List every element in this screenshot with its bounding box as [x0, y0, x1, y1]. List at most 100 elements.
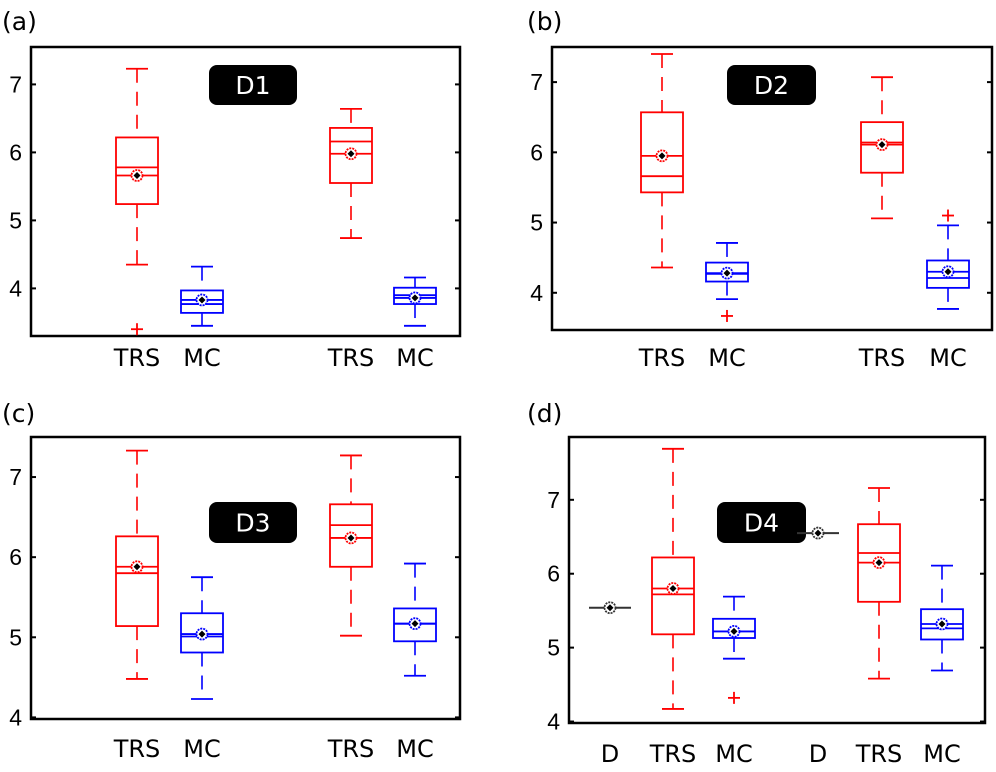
box-mc [393, 276, 437, 327]
plot-frame [29, 435, 462, 721]
mean-marker-dot [198, 296, 206, 304]
mean-marker-dot [814, 529, 822, 537]
box-trs [115, 67, 159, 336]
outlier-marker [728, 691, 740, 704]
y-tick-label: 4 [9, 704, 22, 730]
x-tick-label: MC [923, 740, 960, 768]
mean-marker-dot [133, 563, 141, 571]
iqr-box [712, 617, 756, 639]
panel-d3: (c) 4 5 6 7 D3 TRS MC TRS MC [2, 399, 462, 763]
x-tick-label: MC [396, 735, 433, 763]
dataset-badge-label: D2 [754, 71, 789, 100]
box-mc [712, 595, 756, 704]
x-tick-label: MC [183, 735, 220, 763]
y-tick-label: 5 [547, 635, 560, 661]
y-tick-label: 6 [530, 139, 543, 165]
y-tick-label: 5 [530, 210, 543, 236]
panel-label: (d) [527, 399, 562, 428]
y-tick-label: 4 [547, 709, 560, 735]
dataset-badge [209, 502, 297, 543]
x-tick-label: D [809, 740, 827, 768]
y-tick-label: 4 [530, 280, 543, 306]
iqr-box [115, 535, 159, 627]
y-tick-label: 6 [547, 561, 560, 587]
panel-d2: (b) 4 5 6 7 D2 TRS MC TRS MC [527, 7, 994, 372]
x-tick-label: MC [929, 344, 966, 372]
dataset-badge [727, 65, 816, 105]
plot-frame [550, 45, 994, 332]
mean-marker-dot [347, 534, 355, 542]
y-tick-label: 5 [9, 624, 22, 650]
mean-marker-dot [938, 620, 946, 628]
x-tick-label: MC [715, 740, 752, 768]
iqr-box [640, 111, 684, 194]
box-d [589, 601, 631, 615]
x-tick-label: MC [396, 344, 433, 372]
box-mc [180, 576, 224, 700]
panel-label: (c) [2, 399, 35, 428]
box-mc [180, 265, 224, 327]
iqr-box [180, 612, 224, 654]
x-tick-label: MC [708, 344, 745, 372]
mean-marker-dot [606, 604, 614, 612]
dataset-badge [717, 502, 806, 543]
mean-marker-dot [347, 150, 355, 158]
mean-marker-dot [878, 141, 886, 149]
iqr-box [651, 556, 695, 636]
y-tick-label: 7 [9, 464, 22, 490]
x-tick-label: D [601, 740, 619, 768]
iqr-box [180, 289, 224, 314]
x-tick-label: TRS [649, 740, 697, 768]
mean-marker-dot [411, 620, 419, 628]
box-trs [115, 449, 159, 680]
dataset-badge [209, 65, 297, 105]
mean-marker-dot [198, 630, 206, 638]
panel-label: (b) [527, 7, 562, 36]
panel-label: (a) [2, 7, 37, 36]
outlier-marker [942, 209, 954, 222]
mean-marker-dot [723, 269, 731, 277]
y-tick-label: 6 [9, 139, 22, 165]
box-trs [860, 76, 904, 220]
iqr-box [393, 607, 437, 643]
box-trs [329, 454, 373, 637]
dataset-badge-label: D4 [744, 509, 779, 538]
x-tick-label: TRS [113, 735, 161, 763]
box-mc [926, 209, 970, 310]
y-tick-label: 5 [9, 207, 22, 233]
box-d [797, 526, 839, 540]
iqr-box [329, 127, 373, 184]
mean-marker-dot [133, 172, 141, 180]
box-trs [640, 53, 684, 269]
panel-d1: (a) 4 5 6 7 D1 TRS MC TRS MC [2, 7, 462, 372]
iqr-box [115, 136, 159, 205]
y-tick-label: 6 [9, 544, 22, 570]
y-tick-label: 4 [9, 275, 22, 301]
outlier-marker [131, 323, 143, 336]
mean-marker-dot [411, 294, 419, 302]
iqr-box [329, 503, 373, 568]
mean-marker-dot [669, 584, 677, 592]
plot-frame [29, 45, 462, 338]
x-tick-label: MC [183, 344, 220, 372]
x-tick-label: TRS [855, 740, 903, 768]
box-mc [705, 242, 749, 322]
box-mc [393, 562, 437, 677]
iqr-box [926, 259, 970, 289]
box-mc [920, 564, 964, 672]
box-trs [857, 487, 901, 680]
iqr-box [705, 261, 749, 283]
dataset-badge-label: D1 [235, 71, 270, 100]
mean-marker-dot [944, 268, 952, 276]
outlier-marker [721, 309, 733, 322]
mean-marker-dot [875, 559, 883, 567]
panel-d4: (d) 4 5 6 7 D4 D TRS MC D TRS MC [527, 399, 987, 768]
box-trs [651, 447, 695, 710]
mean-marker-dot [730, 627, 738, 635]
iqr-box [860, 121, 904, 174]
dataset-badge-label: D3 [235, 509, 270, 538]
x-tick-label: TRS [858, 344, 906, 372]
plot-frame [567, 435, 987, 725]
x-tick-label: TRS [327, 344, 375, 372]
